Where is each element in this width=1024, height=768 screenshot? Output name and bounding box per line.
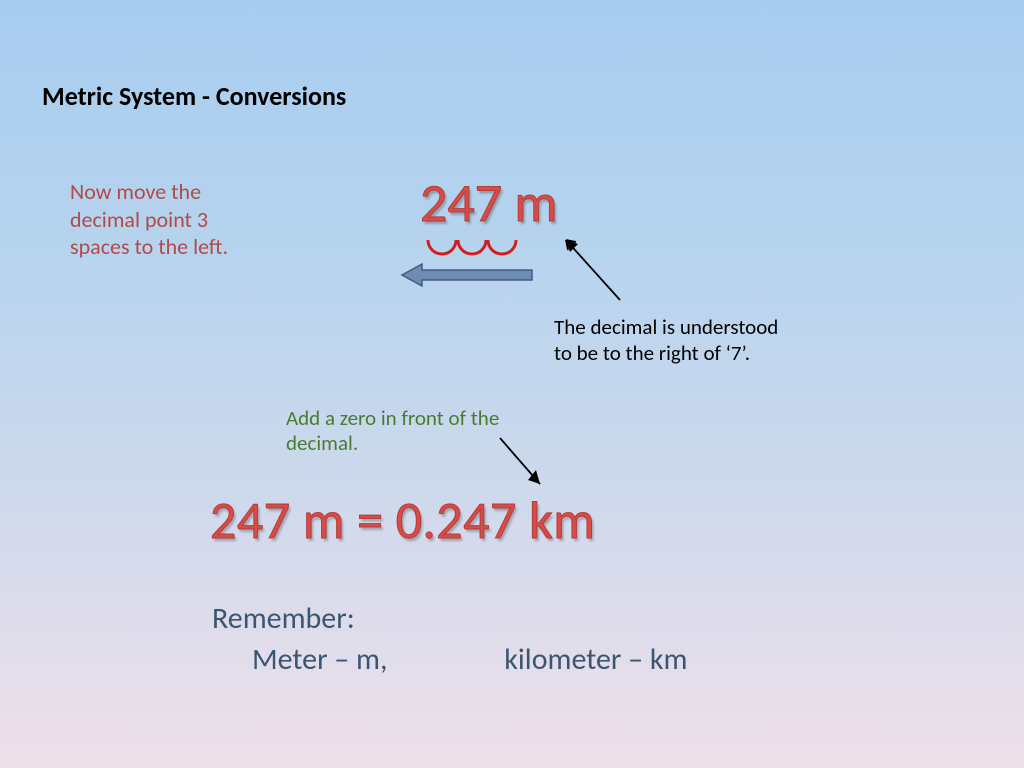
pointer-arrow-top-icon (556, 230, 636, 310)
decimal-hop-arcs (426, 238, 536, 262)
remember-block: Remember: Meter – m, kilometer – km (212, 600, 687, 678)
decimal-position-note: The decimal is understood to be to the r… (554, 314, 794, 367)
pointer-arrow-mid-icon (494, 432, 554, 496)
add-zero-note: Add a zero in front of the decimal. (286, 406, 506, 456)
remember-meter: Meter – m, (252, 641, 387, 678)
conversion-equation: 247 m = 0.247 km (210, 488, 595, 552)
remember-line1: Remember: (212, 600, 687, 637)
remember-kilometer: kilometer – km (504, 641, 687, 678)
remember-line2: Meter – m, kilometer – km (212, 641, 687, 678)
instruction-text: Now move the decimal point 3 spaces to t… (70, 178, 270, 261)
value-247m: 247 m (420, 170, 557, 236)
slide-title: Metric System - Conversions (42, 80, 346, 112)
left-arrow-icon (400, 260, 540, 290)
